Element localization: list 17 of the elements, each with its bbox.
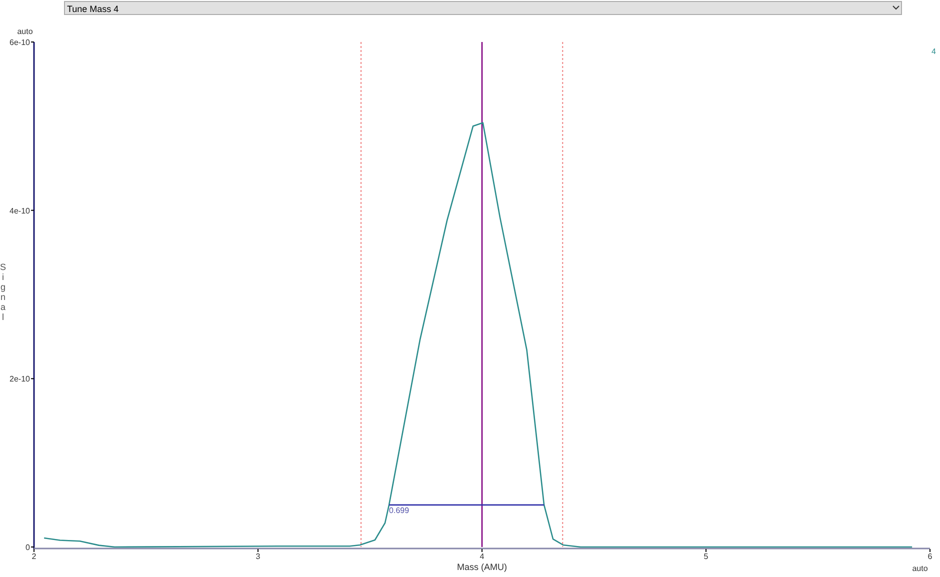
text: auto — [17, 27, 34, 36]
x-tick-label: 5 — [704, 552, 709, 561]
y-tick-label: 0 — [26, 543, 31, 552]
y-axis-title: Signal — [0, 262, 6, 322]
x-tick-label: 2 — [32, 552, 37, 561]
y-tick-label: 4e-10 — [10, 206, 31, 216]
annotation: 0.699 — [389, 506, 410, 515]
chart-title: Tune Mass 4 — [67, 4, 119, 14]
x-axis-title: Mass (AMU) — [457, 562, 507, 572]
x-tick-label: 4 — [480, 552, 485, 561]
text: 4 — [932, 47, 937, 56]
line-series — [43, 122, 913, 548]
x-tick-label: 6 — [928, 552, 933, 561]
y-tick-label: 2e-10 — [10, 374, 31, 384]
y-tick-label: 6e-10 — [10, 38, 31, 47]
x-tick-label: 3 — [256, 552, 261, 561]
text: auto — [912, 564, 928, 573]
